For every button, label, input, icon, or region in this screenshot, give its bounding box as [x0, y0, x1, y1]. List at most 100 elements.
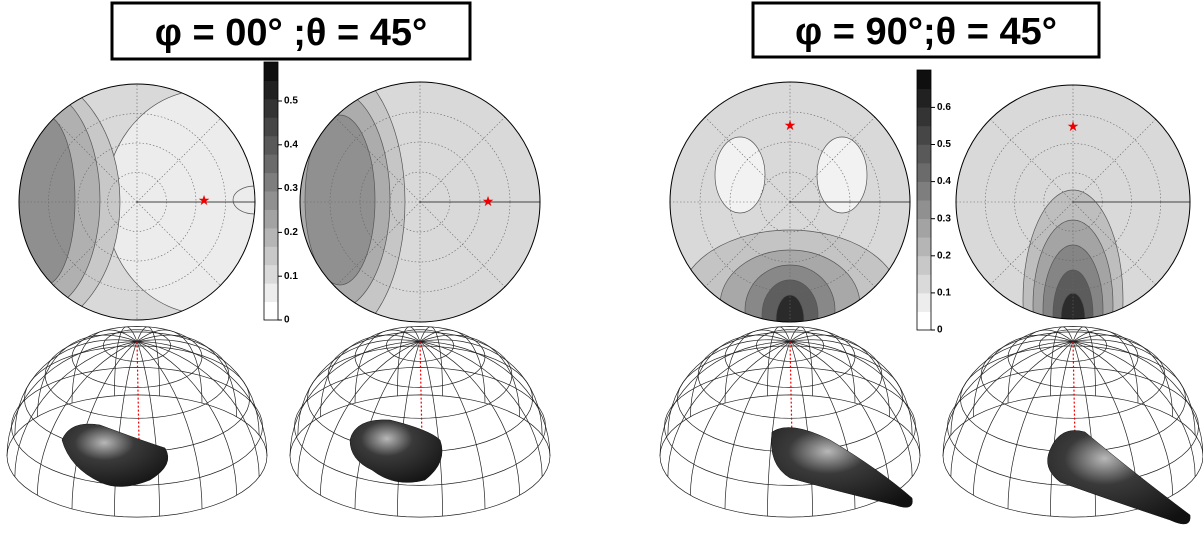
zenith-line [1072, 341, 1076, 442]
colorbar-step [264, 227, 278, 247]
polar-spoke [704, 201, 791, 288]
zenith-line [419, 341, 423, 442]
contour-band [232, 185, 255, 215]
colorbar-step [917, 144, 931, 164]
colorbar-tick-label: 0.2 [937, 250, 951, 261]
panel-title: φ = 00° ;θ = 45° [155, 12, 427, 54]
latitude-line [1007, 326, 1139, 388]
polar-spoke [334, 201, 421, 288]
polar-spoke [53, 201, 138, 286]
colorbar-step [917, 162, 931, 182]
colorbar-step [264, 80, 278, 100]
meridian-line [1072, 341, 1173, 496]
colorbar-step [917, 255, 931, 275]
colorbar-tick-label: 0.5 [284, 96, 298, 107]
colorbar-step [264, 283, 278, 303]
meridian-line [789, 326, 813, 396]
meridian-line [1072, 341, 1203, 457]
meridian-line [1007, 329, 1074, 404]
meridian-line [724, 329, 791, 404]
colorbar-tick-label: 0.1 [937, 288, 951, 299]
meridian-line [973, 341, 1074, 496]
meridian-line [419, 341, 520, 496]
meridian-line [667, 341, 791, 477]
meridian-line [354, 341, 421, 509]
colorbar-step [917, 274, 931, 294]
meridian-line [37, 334, 138, 417]
star-marker: ★ [198, 192, 211, 208]
meridian-line [136, 334, 237, 417]
colorbar-step [264, 62, 278, 81]
meridian-line [136, 341, 268, 457]
polar-plot [300, 82, 540, 322]
meridian-line [136, 341, 260, 477]
meridian-line [136, 341, 203, 509]
colorbar-step [917, 88, 931, 108]
meridian-line [419, 334, 520, 417]
latitude-line [386, 329, 454, 362]
meridian-line [37, 341, 138, 496]
meridian-line [667, 339, 791, 436]
polar-spoke [53, 118, 138, 203]
colorbar-tick-label: 0.4 [284, 139, 298, 150]
latitude-line [103, 329, 171, 362]
meridian-line [320, 341, 421, 496]
polar-spoke [419, 201, 506, 288]
meridian-line [690, 341, 791, 496]
star-marker: ★ [482, 193, 495, 209]
polar-spoke [419, 116, 506, 203]
latitude-line [724, 326, 856, 388]
meridian-line [789, 329, 856, 404]
particle-shape [1047, 430, 1191, 525]
colorbar-step [917, 107, 931, 127]
meridian-line [419, 339, 543, 436]
meridian-line [789, 341, 890, 496]
meridian-line [1007, 341, 1074, 509]
title-box [751, 1, 1101, 59]
colorbar-step [264, 264, 278, 284]
polar-border [299, 81, 541, 323]
meridian-line [767, 341, 791, 517]
meridian-line [950, 341, 1074, 477]
particle-shape [61, 423, 169, 487]
contour-band [304, 114, 376, 286]
title-box [110, 1, 472, 61]
meridian-line [14, 339, 138, 436]
meridian-line [114, 326, 138, 396]
meridian-line [136, 341, 237, 496]
latitude-line [354, 326, 486, 388]
colorbar-tick-label: 0 [284, 315, 290, 326]
meridian-line [724, 341, 791, 509]
latitude-line [980, 331, 1166, 419]
latitude-line [1039, 329, 1107, 362]
meridian-line [659, 341, 791, 457]
colorbar-step [264, 117, 278, 137]
contour-band [19, 114, 76, 286]
polar-spoke [704, 116, 791, 203]
meridian-line [1050, 341, 1074, 517]
polar-plot [19, 84, 255, 320]
colorbar-step [264, 172, 278, 192]
latitude-line [327, 331, 513, 419]
colorbar-tick-label: 0.5 [937, 139, 951, 150]
meridian-line [419, 341, 551, 457]
meridian-line [1072, 334, 1173, 417]
zenith-line [136, 341, 140, 442]
meridian-line [419, 341, 543, 477]
meridian-line [297, 341, 421, 477]
meridian-line [419, 341, 443, 517]
meridian-line [320, 334, 421, 417]
meridian-line [942, 341, 1074, 457]
colorbar-tick-label: 0 [937, 325, 943, 336]
colorbar-step [264, 191, 278, 210]
meridian-line [71, 341, 138, 509]
meridian-line [71, 329, 138, 404]
meridian-line [14, 341, 138, 477]
colorbar-step [917, 125, 931, 145]
polar-border [955, 84, 1191, 320]
colorbar-tick-label: 0.3 [937, 213, 951, 224]
particle-shape [771, 427, 913, 508]
colorbar-step [917, 237, 931, 257]
polar-plot [670, 82, 910, 322]
